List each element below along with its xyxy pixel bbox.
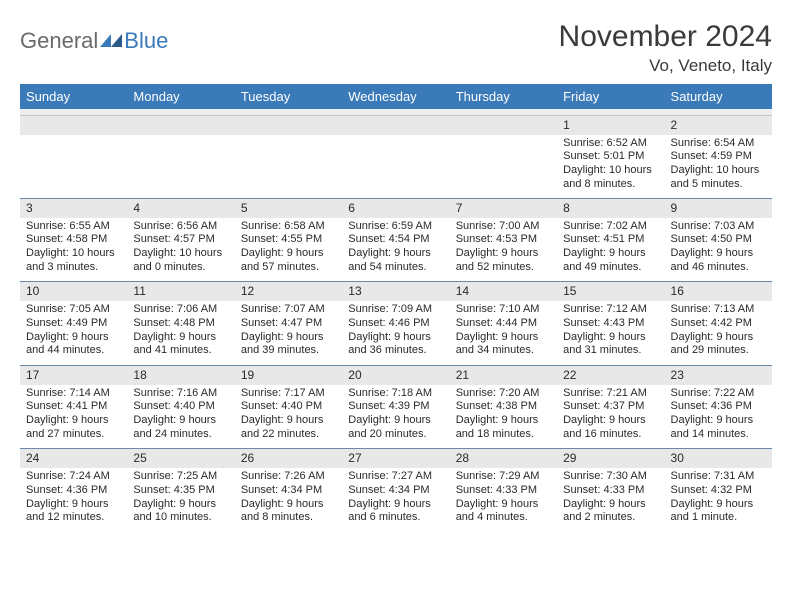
day-cell — [235, 135, 342, 199]
day-number: 1 — [557, 115, 664, 135]
details-row: Sunrise: 6:52 AM Sunset: 5:01 PM Dayligh… — [20, 135, 772, 199]
details-row: Sunrise: 7:05 AM Sunset: 4:49 PM Dayligh… — [20, 301, 772, 365]
weekday-header: Monday — [127, 84, 234, 109]
day-number: 25 — [127, 449, 234, 469]
daynum-row: 24252627282930 — [20, 449, 772, 469]
calendar-page: General Blue November 2024 Vo, Veneto, I… — [0, 0, 792, 542]
day-number: 7 — [450, 198, 557, 218]
day-cell: Sunrise: 6:55 AM Sunset: 4:58 PM Dayligh… — [20, 218, 127, 282]
day-number: 27 — [342, 449, 449, 469]
day-cell: Sunrise: 6:56 AM Sunset: 4:57 PM Dayligh… — [127, 218, 234, 282]
day-number: 29 — [557, 449, 664, 469]
day-number: 24 — [20, 449, 127, 469]
location: Vo, Veneto, Italy — [559, 56, 772, 76]
day-number: 20 — [342, 365, 449, 385]
day-number — [127, 115, 234, 135]
day-number: 30 — [665, 449, 772, 469]
day-number: 8 — [557, 198, 664, 218]
day-cell: Sunrise: 7:03 AM Sunset: 4:50 PM Dayligh… — [665, 218, 772, 282]
title-block: November 2024 Vo, Veneto, Italy — [559, 20, 772, 76]
day-number: 28 — [450, 449, 557, 469]
day-number: 3 — [20, 198, 127, 218]
day-number: 2 — [665, 115, 772, 135]
details-row: Sunrise: 6:55 AM Sunset: 4:58 PM Dayligh… — [20, 218, 772, 282]
daynum-row: 12 — [20, 115, 772, 135]
weekday-header: Wednesday — [342, 84, 449, 109]
day-number: 18 — [127, 365, 234, 385]
day-cell: Sunrise: 7:25 AM Sunset: 4:35 PM Dayligh… — [127, 468, 234, 532]
daynum-row: 3456789 — [20, 198, 772, 218]
weekday-header: Sunday — [20, 84, 127, 109]
day-cell: Sunrise: 7:17 AM Sunset: 4:40 PM Dayligh… — [235, 385, 342, 449]
day-cell: Sunrise: 7:30 AM Sunset: 4:33 PM Dayligh… — [557, 468, 664, 532]
weekday-header: Saturday — [665, 84, 772, 109]
day-cell: Sunrise: 7:27 AM Sunset: 4:34 PM Dayligh… — [342, 468, 449, 532]
day-cell: Sunrise: 6:59 AM Sunset: 4:54 PM Dayligh… — [342, 218, 449, 282]
logo-text-blue: Blue — [124, 28, 168, 54]
day-number: 6 — [342, 198, 449, 218]
details-row: Sunrise: 7:14 AM Sunset: 4:41 PM Dayligh… — [20, 385, 772, 449]
day-cell: Sunrise: 7:12 AM Sunset: 4:43 PM Dayligh… — [557, 301, 664, 365]
day-number — [20, 115, 127, 135]
day-number: 11 — [127, 282, 234, 302]
day-number: 16 — [665, 282, 772, 302]
day-cell: Sunrise: 7:00 AM Sunset: 4:53 PM Dayligh… — [450, 218, 557, 282]
day-cell: Sunrise: 7:31 AM Sunset: 4:32 PM Dayligh… — [665, 468, 772, 532]
day-cell: Sunrise: 7:24 AM Sunset: 4:36 PM Dayligh… — [20, 468, 127, 532]
day-number: 10 — [20, 282, 127, 302]
header-row: General Blue November 2024 Vo, Veneto, I… — [20, 20, 772, 76]
logo-text-general: General — [20, 28, 98, 54]
day-number: 21 — [450, 365, 557, 385]
month-title: November 2024 — [559, 20, 772, 54]
day-number: 26 — [235, 449, 342, 469]
day-number — [450, 115, 557, 135]
day-cell: Sunrise: 7:05 AM Sunset: 4:49 PM Dayligh… — [20, 301, 127, 365]
day-cell: Sunrise: 7:22 AM Sunset: 4:36 PM Dayligh… — [665, 385, 772, 449]
day-cell: Sunrise: 6:52 AM Sunset: 5:01 PM Dayligh… — [557, 135, 664, 199]
day-cell: Sunrise: 7:02 AM Sunset: 4:51 PM Dayligh… — [557, 218, 664, 282]
day-cell — [450, 135, 557, 199]
triangle-icon — [100, 34, 122, 48]
logo: General Blue — [20, 20, 168, 54]
day-number — [342, 115, 449, 135]
details-row: Sunrise: 7:24 AM Sunset: 4:36 PM Dayligh… — [20, 468, 772, 532]
calendar-table: Sunday Monday Tuesday Wednesday Thursday… — [20, 84, 772, 532]
day-number: 9 — [665, 198, 772, 218]
day-number: 12 — [235, 282, 342, 302]
day-number: 5 — [235, 198, 342, 218]
day-cell: Sunrise: 7:06 AM Sunset: 4:48 PM Dayligh… — [127, 301, 234, 365]
day-number: 14 — [450, 282, 557, 302]
day-cell: Sunrise: 7:18 AM Sunset: 4:39 PM Dayligh… — [342, 385, 449, 449]
day-number: 23 — [665, 365, 772, 385]
day-number: 4 — [127, 198, 234, 218]
day-cell: Sunrise: 7:14 AM Sunset: 4:41 PM Dayligh… — [20, 385, 127, 449]
weekday-header: Friday — [557, 84, 664, 109]
day-cell: Sunrise: 7:29 AM Sunset: 4:33 PM Dayligh… — [450, 468, 557, 532]
day-cell: Sunrise: 7:21 AM Sunset: 4:37 PM Dayligh… — [557, 385, 664, 449]
day-cell — [342, 135, 449, 199]
day-number: 19 — [235, 365, 342, 385]
weekday-header-row: Sunday Monday Tuesday Wednesday Thursday… — [20, 84, 772, 109]
day-number — [235, 115, 342, 135]
day-cell: Sunrise: 6:54 AM Sunset: 4:59 PM Dayligh… — [665, 135, 772, 199]
weekday-header: Tuesday — [235, 84, 342, 109]
weekday-header: Thursday — [450, 84, 557, 109]
day-number: 13 — [342, 282, 449, 302]
day-cell — [20, 135, 127, 199]
day-cell: Sunrise: 7:16 AM Sunset: 4:40 PM Dayligh… — [127, 385, 234, 449]
day-cell: Sunrise: 7:10 AM Sunset: 4:44 PM Dayligh… — [450, 301, 557, 365]
day-cell: Sunrise: 7:09 AM Sunset: 4:46 PM Dayligh… — [342, 301, 449, 365]
day-cell: Sunrise: 6:58 AM Sunset: 4:55 PM Dayligh… — [235, 218, 342, 282]
day-cell: Sunrise: 7:20 AM Sunset: 4:38 PM Dayligh… — [450, 385, 557, 449]
day-number: 22 — [557, 365, 664, 385]
day-cell: Sunrise: 7:13 AM Sunset: 4:42 PM Dayligh… — [665, 301, 772, 365]
daynum-row: 10111213141516 — [20, 282, 772, 302]
day-cell: Sunrise: 7:26 AM Sunset: 4:34 PM Dayligh… — [235, 468, 342, 532]
day-cell: Sunrise: 7:07 AM Sunset: 4:47 PM Dayligh… — [235, 301, 342, 365]
day-cell — [127, 135, 234, 199]
day-number: 15 — [557, 282, 664, 302]
day-number: 17 — [20, 365, 127, 385]
daynum-row: 17181920212223 — [20, 365, 772, 385]
